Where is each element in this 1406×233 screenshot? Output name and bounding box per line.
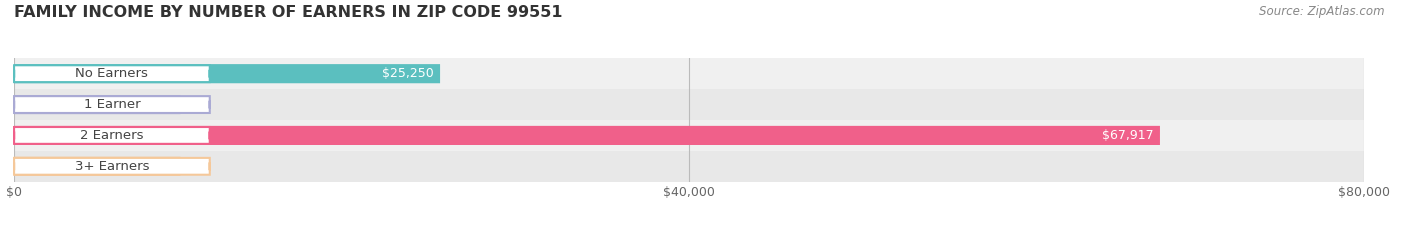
FancyBboxPatch shape <box>14 65 209 82</box>
Text: $0: $0 <box>191 98 207 111</box>
Text: $25,250: $25,250 <box>381 67 433 80</box>
Bar <box>14 58 1364 89</box>
FancyBboxPatch shape <box>14 96 209 113</box>
Bar <box>14 151 1364 182</box>
Text: 2 Earners: 2 Earners <box>80 129 143 142</box>
FancyBboxPatch shape <box>14 127 209 144</box>
FancyBboxPatch shape <box>14 95 180 114</box>
FancyBboxPatch shape <box>14 64 440 83</box>
FancyBboxPatch shape <box>14 126 1160 145</box>
Text: 1 Earner: 1 Earner <box>83 98 141 111</box>
Text: $67,917: $67,917 <box>1101 129 1153 142</box>
Bar <box>14 120 1364 151</box>
Text: No Earners: No Earners <box>76 67 149 80</box>
Text: Source: ZipAtlas.com: Source: ZipAtlas.com <box>1260 5 1385 18</box>
Text: 3+ Earners: 3+ Earners <box>75 160 149 173</box>
FancyBboxPatch shape <box>14 158 209 175</box>
Text: $0: $0 <box>191 160 207 173</box>
Text: FAMILY INCOME BY NUMBER OF EARNERS IN ZIP CODE 99551: FAMILY INCOME BY NUMBER OF EARNERS IN ZI… <box>14 5 562 20</box>
FancyBboxPatch shape <box>14 157 180 176</box>
Bar <box>14 89 1364 120</box>
